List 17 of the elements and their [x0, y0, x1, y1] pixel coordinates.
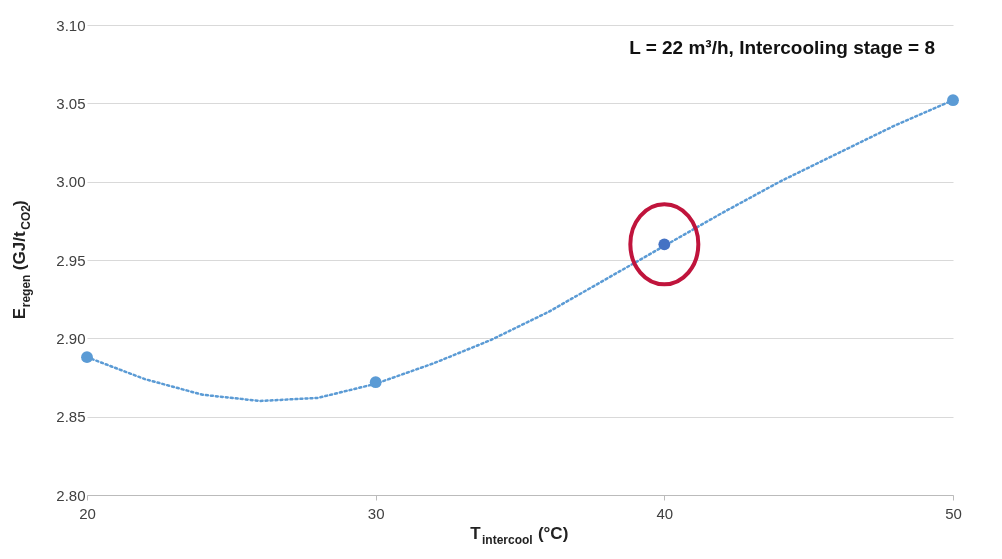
- y-tick-label: 2.80: [56, 486, 86, 504]
- y-axis-title: Eregen (GJ/tCO2): [10, 200, 33, 320]
- y-tick-label: 3.05: [56, 94, 86, 112]
- x-tick-label: 40: [656, 504, 674, 522]
- point: [658, 238, 671, 251]
- y-tick-label: 2.95: [56, 251, 86, 269]
- point: [369, 376, 382, 389]
- x-tick-label: 50: [945, 504, 962, 522]
- point: [947, 94, 959, 107]
- y-tick-label: 3.10: [56, 16, 86, 34]
- point: [81, 351, 93, 364]
- annotation: L = 22 m³/h, Intercooling stage = 8: [629, 37, 935, 58]
- y-tick-label: 2.90: [56, 329, 86, 347]
- y-tick-label: 2.85: [56, 408, 86, 426]
- x-tick-label: 20: [79, 504, 96, 522]
- x-tick-label: 30: [367, 504, 385, 522]
- y-tick-label: 3.00: [56, 173, 86, 191]
